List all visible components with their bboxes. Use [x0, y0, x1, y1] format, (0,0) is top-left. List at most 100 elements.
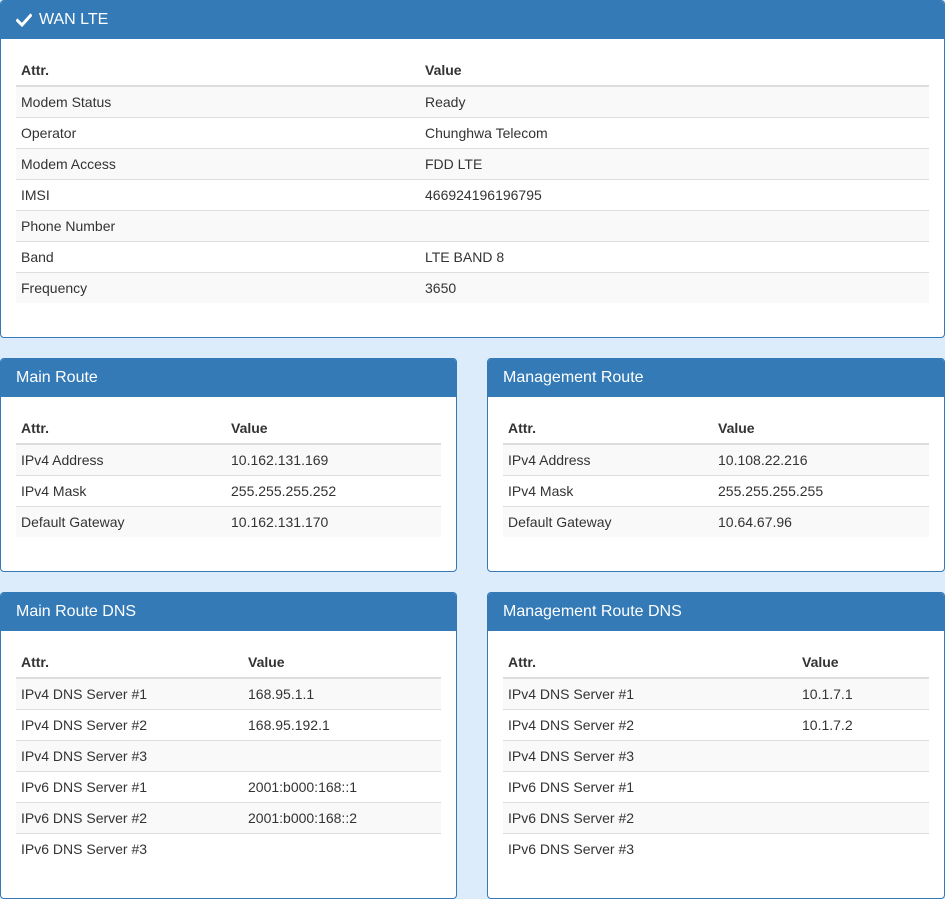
- management-route-dns-table: Attr. Value IPv4 DNS Server #1 10.1.7.1 I…: [503, 646, 929, 864]
- table-row: IPv6 DNS Server #1: [503, 770, 929, 802]
- column-header-value: Value: [226, 412, 441, 445]
- attr-cell: IPv6 DNS Server #1: [503, 770, 797, 802]
- table-row: IPv4 DNS Server #1 168.95.1.1: [16, 678, 441, 709]
- attr-cell: IPv4 Mask: [16, 474, 226, 506]
- check-icon: [15, 13, 33, 28]
- value-cell: FDD LTE: [420, 147, 929, 179]
- value-cell: 2001:b000:168::2: [243, 801, 441, 833]
- column-header-attr: Attr.: [16, 54, 420, 87]
- attr-cell: IPv4 DNS Server #2: [503, 708, 797, 740]
- value-cell: 3650: [420, 271, 929, 303]
- column-header-value: Value: [797, 646, 929, 679]
- attr-cell: IPv6 DNS Server #3: [16, 832, 243, 864]
- main-route-table: Attr. Value IPv4 Address 10.162.131.169 I…: [16, 412, 441, 537]
- value-cell: [420, 209, 929, 241]
- table-row: Frequency 3650: [16, 271, 929, 303]
- value-cell: 10.162.131.169: [226, 444, 441, 475]
- main-route-panel: Main Route Attr. Value IPv4 Address 10.16…: [0, 358, 457, 572]
- management-route-dns-panel: Management Route DNS Attr. Value IPv4 DN…: [487, 592, 945, 899]
- table-row: IMSI 466924196196795: [16, 178, 929, 210]
- table-row: IPv4 DNS Server #2 168.95.192.1: [16, 708, 441, 740]
- panel-title: Main Route DNS: [16, 603, 137, 620]
- column-header-value: Value: [243, 646, 441, 679]
- panel-title: Management Route DNS: [503, 603, 682, 620]
- value-cell: 466924196196795: [420, 178, 929, 210]
- column-header-value: Value: [420, 54, 929, 87]
- attr-cell: IPv4 Mask: [503, 474, 713, 506]
- table-row: IPv4 Address 10.108.22.216: [503, 444, 929, 475]
- table-row: IPv4 Mask 255.255.255.252: [16, 474, 441, 506]
- management-route-dns-heading: Management Route DNS: [488, 593, 944, 631]
- value-cell: 10.1.7.1: [797, 678, 929, 709]
- attr-cell: IPv4 DNS Server #2: [16, 708, 243, 740]
- table-row: IPv4 DNS Server #3: [16, 739, 441, 771]
- attr-cell: IPv6 DNS Server #2: [16, 801, 243, 833]
- table-row: Phone Number: [16, 209, 929, 241]
- table-row: Operator Chunghwa Telecom: [16, 116, 929, 148]
- table-row: IPv6 DNS Server #2: [503, 801, 929, 833]
- table-row: IPv6 DNS Server #3: [16, 832, 441, 864]
- table-row: Band LTE BAND 8: [16, 240, 929, 272]
- table-row: IPv4 DNS Server #1 10.1.7.1: [503, 678, 929, 709]
- column-header-attr: Attr.: [16, 412, 226, 445]
- value-cell: 10.108.22.216: [713, 444, 929, 475]
- table-row: IPv6 DNS Server #1 2001:b000:168::1: [16, 770, 441, 802]
- attr-cell: Phone Number: [16, 209, 420, 241]
- panel-title: Management Route: [503, 369, 644, 386]
- value-cell: 10.1.7.2: [797, 708, 929, 740]
- attr-cell: IPv6 DNS Server #2: [503, 801, 797, 833]
- attr-cell: Modem Status: [16, 86, 420, 117]
- table-row: Modem Access FDD LTE: [16, 147, 929, 179]
- attr-cell: Frequency: [16, 271, 420, 303]
- table-row: Default Gateway 10.162.131.170: [16, 505, 441, 537]
- table-header-row: Attr. Value: [503, 412, 929, 445]
- table-row: Default Gateway 10.64.67.96: [503, 505, 929, 537]
- table-row: IPv6 DNS Server #2 2001:b000:168::2: [16, 801, 441, 833]
- management-route-heading: Management Route: [488, 359, 944, 397]
- table-header-row: Attr. Value: [16, 54, 929, 87]
- column-header-attr: Attr.: [503, 412, 713, 445]
- attr-cell: Operator: [16, 116, 420, 148]
- value-cell: 10.162.131.170: [226, 505, 441, 537]
- attr-cell: IPv4 DNS Server #1: [16, 678, 243, 709]
- value-cell: 168.95.192.1: [243, 708, 441, 740]
- wan-lte-heading: WAN LTE: [1, 1, 944, 39]
- value-cell: [243, 832, 441, 864]
- table-row: Modem Status Ready: [16, 86, 929, 117]
- value-cell: 255.255.255.255: [713, 474, 929, 506]
- column-header-value: Value: [713, 412, 929, 445]
- management-route-table: Attr. Value IPv4 Address 10.108.22.216 IP…: [503, 412, 929, 537]
- value-cell: [243, 739, 441, 771]
- table-header-row: Attr. Value: [16, 412, 441, 445]
- attr-cell: IPv4 DNS Server #3: [16, 739, 243, 771]
- value-cell: LTE BAND 8: [420, 240, 929, 272]
- value-cell: Ready: [420, 86, 929, 117]
- value-cell: [797, 770, 929, 802]
- wan-lte-panel: WAN LTE Attr. Value Modem Status Ready Op…: [0, 0, 945, 338]
- table-header-row: Attr. Value: [16, 646, 441, 679]
- table-row: IPv4 Address 10.162.131.169: [16, 444, 441, 475]
- value-cell: 2001:b000:168::1: [243, 770, 441, 802]
- attr-cell: Band: [16, 240, 420, 272]
- column-header-attr: Attr.: [503, 646, 797, 679]
- table-row: IPv4 Mask 255.255.255.255: [503, 474, 929, 506]
- attr-cell: Default Gateway: [503, 505, 713, 537]
- attr-cell: IPv6 DNS Server #1: [16, 770, 243, 802]
- main-route-dns-panel: Main Route DNS Attr. Value IPv4 DNS Serv…: [0, 592, 457, 899]
- table-row: IPv6 DNS Server #3: [503, 832, 929, 864]
- value-cell: Chunghwa Telecom: [420, 116, 929, 148]
- attr-cell: IPv4 Address: [503, 444, 713, 475]
- attr-cell: Modem Access: [16, 147, 420, 179]
- attr-cell: IMSI: [16, 178, 420, 210]
- value-cell: 255.255.255.252: [226, 474, 441, 506]
- attr-cell: IPv6 DNS Server #3: [503, 832, 797, 864]
- attr-cell: Default Gateway: [16, 505, 226, 537]
- value-cell: 10.64.67.96: [713, 505, 929, 537]
- table-row: IPv4 DNS Server #2 10.1.7.2: [503, 708, 929, 740]
- column-header-attr: Attr.: [16, 646, 243, 679]
- management-route-panel: Management Route Attr. Value IPv4 Addres…: [487, 358, 945, 572]
- wan-lte-table: Attr. Value Modem Status Ready Operator Ch…: [16, 54, 929, 303]
- value-cell: [797, 801, 929, 833]
- table-row: IPv4 DNS Server #3: [503, 739, 929, 771]
- panel-title: WAN LTE: [39, 11, 109, 28]
